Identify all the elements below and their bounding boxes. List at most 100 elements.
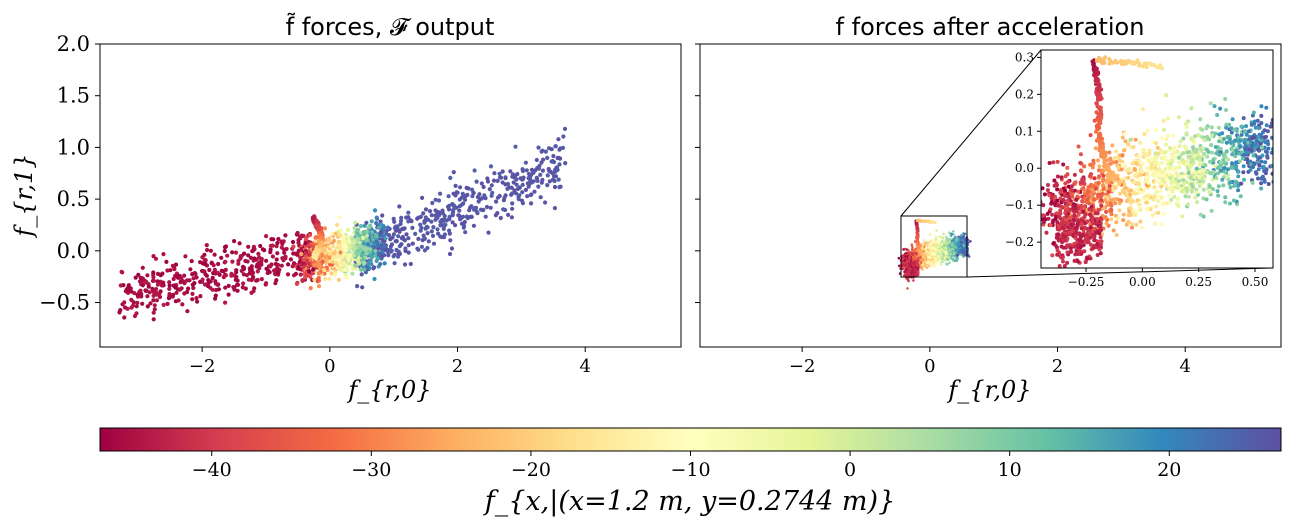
inset-point (1183, 194, 1188, 199)
inset-point (1251, 153, 1256, 158)
left-point (314, 223, 319, 228)
inset-point (1069, 188, 1074, 192)
inset-point (1164, 184, 1169, 188)
left-point (317, 262, 322, 267)
inset-point (1269, 163, 1273, 168)
left-point (185, 278, 190, 283)
inset-point (1131, 145, 1136, 150)
left-point (454, 190, 459, 195)
inset-point (1237, 159, 1242, 164)
inset-point (1117, 208, 1122, 213)
inset-point (1153, 221, 1158, 226)
inset-point (1138, 219, 1143, 224)
left-point (392, 261, 397, 266)
right-point (911, 245, 914, 249)
inset-point (1088, 133, 1093, 138)
left-point (152, 307, 157, 312)
inset-point (1256, 147, 1261, 152)
inset-point (1117, 181, 1122, 186)
inset-point (1069, 249, 1074, 254)
inset-point (1196, 133, 1201, 138)
right-point (915, 237, 919, 241)
left-point (225, 253, 230, 258)
inset-point (1055, 187, 1060, 192)
inset-point (1239, 181, 1244, 186)
left-point (219, 255, 224, 260)
left-point (212, 252, 217, 257)
left-point (194, 296, 199, 301)
left-point (233, 250, 239, 255)
inset-point (1197, 175, 1202, 179)
inset-point (1129, 188, 1134, 193)
left-point (279, 263, 284, 268)
inset-point (1198, 169, 1202, 174)
inset-point (1204, 197, 1209, 202)
right-point (897, 264, 901, 268)
inset-point (1065, 198, 1070, 203)
right-point (917, 219, 920, 222)
left-point (165, 301, 170, 306)
inset-point (1091, 226, 1096, 231)
left-point (207, 267, 212, 273)
inset-point (1217, 152, 1222, 157)
left-point (466, 186, 471, 191)
inset-point (1081, 181, 1086, 186)
right-point (956, 257, 959, 261)
inset-point (1208, 101, 1213, 106)
left-point (456, 213, 461, 218)
right-point (935, 229, 938, 232)
inset-point (1130, 199, 1135, 204)
right-point (950, 244, 954, 247)
inset-point (1264, 123, 1269, 128)
right-point (922, 261, 925, 264)
inset-point (1164, 137, 1169, 142)
inset-point (1136, 154, 1141, 159)
inset-point (1048, 207, 1053, 212)
left-point (488, 164, 494, 169)
left-ytick-label: 0.0 (57, 239, 90, 263)
inset-point (1154, 128, 1159, 133)
inset-point (1270, 135, 1273, 140)
left-point (171, 283, 176, 288)
right-point (959, 237, 963, 240)
left-point (479, 196, 484, 201)
left-point (327, 276, 332, 281)
left-point (236, 258, 241, 263)
right-point (928, 233, 932, 236)
inset-point (1182, 144, 1187, 149)
left-point (364, 229, 370, 234)
left-point (283, 233, 288, 238)
right-point (906, 287, 909, 290)
left-xtick-label: 2 (452, 356, 463, 377)
left-point (322, 226, 327, 231)
inset-point (1180, 189, 1185, 194)
inset-point (1253, 125, 1258, 130)
inset-point (1241, 116, 1246, 121)
left-point (539, 160, 544, 165)
inset-point (1192, 175, 1197, 180)
inset-point (1259, 113, 1264, 118)
inset-point (1201, 214, 1206, 219)
left-ytick-label: 1.0 (57, 135, 90, 159)
inset-point (1191, 145, 1195, 150)
left-point (516, 197, 521, 202)
left-point (182, 273, 187, 278)
inset-point (1223, 97, 1228, 101)
left-point (350, 266, 356, 271)
inset-point (1215, 113, 1220, 117)
inset-point (1181, 161, 1186, 166)
inset-point (1161, 201, 1165, 206)
right-xtick-label: −2 (789, 356, 816, 377)
inset-point (1109, 217, 1114, 222)
inset-point (1195, 156, 1200, 161)
inset-point (1262, 135, 1267, 140)
inset-points (1041, 55, 1273, 268)
right-point (950, 240, 953, 243)
left-point (458, 217, 463, 222)
inset-point (1257, 163, 1262, 168)
left-point (481, 207, 486, 212)
left-point (376, 225, 381, 230)
inset-point (1239, 124, 1244, 129)
left-point (525, 194, 530, 199)
inset-point (1167, 165, 1172, 170)
